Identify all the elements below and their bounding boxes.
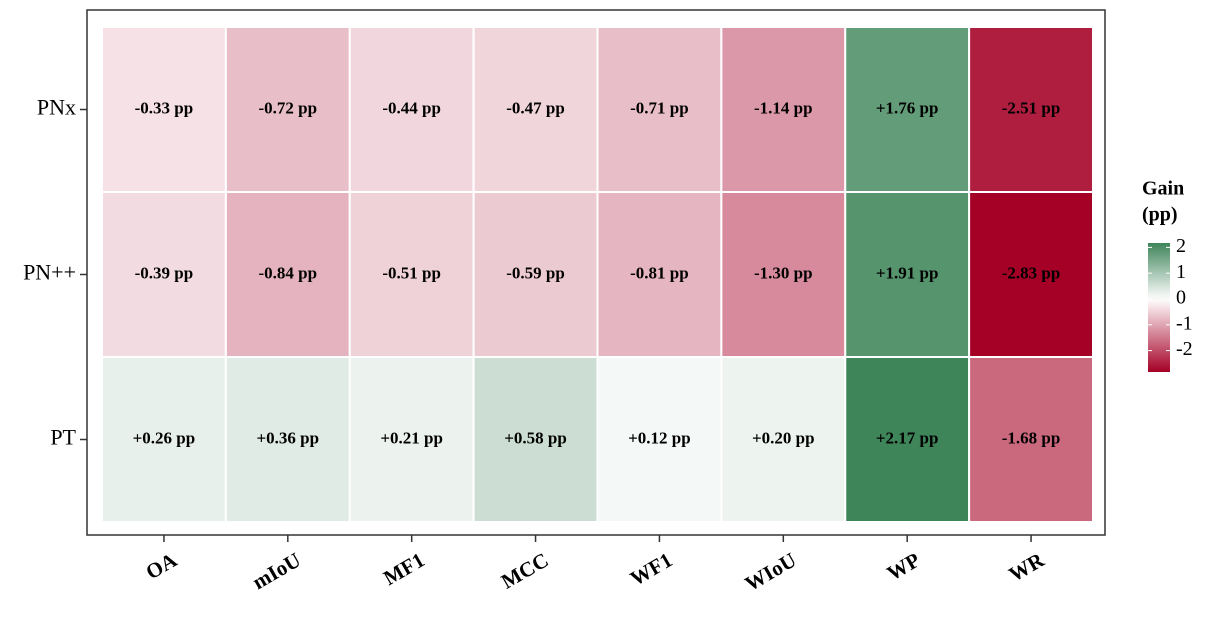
- cell-label: -0.44 pp: [382, 98, 441, 117]
- cell-label: -0.51 pp: [382, 263, 441, 282]
- row-label: PT: [50, 425, 76, 450]
- cell: [101, 356, 227, 523]
- col-label: WIoU: [741, 548, 800, 596]
- legend-tick-label: 0: [1176, 287, 1186, 309]
- cell-label: +0.20 pp: [752, 428, 815, 447]
- cell-label: -2.83 pp: [1002, 263, 1061, 282]
- cell-label: -1.14 pp: [754, 98, 813, 117]
- colorbar: [1148, 243, 1170, 372]
- cell-label: +1.91 pp: [876, 263, 939, 282]
- legend-tick-label: 2: [1176, 235, 1186, 257]
- cell-label: -1.30 pp: [754, 263, 813, 282]
- cell-label: +0.58 pp: [504, 428, 567, 447]
- col-label: MCC: [497, 548, 552, 594]
- cell: [968, 191, 1094, 358]
- col-label: mIoU: [248, 548, 304, 594]
- cell: [596, 26, 723, 193]
- col-label: MF1: [379, 548, 428, 590]
- legend-tick-label: 1: [1176, 261, 1186, 283]
- cell: [224, 356, 351, 523]
- cell-label: +2.17 pp: [876, 428, 939, 447]
- cell: [720, 356, 847, 523]
- cell-label: -0.33 pp: [135, 98, 194, 117]
- cell: [720, 191, 847, 358]
- col-label: WP: [883, 548, 924, 586]
- cell: [968, 356, 1094, 523]
- cell: [348, 356, 475, 523]
- cell-label: +1.76 pp: [876, 98, 939, 117]
- cell-label: -0.72 pp: [259, 98, 318, 117]
- cell: [844, 356, 971, 523]
- cell-label: +0.26 pp: [133, 428, 196, 447]
- cell-label: -0.47 pp: [506, 98, 565, 117]
- cell-label: -0.71 pp: [630, 98, 689, 117]
- cell: [472, 191, 599, 358]
- cell-label: -2.51 pp: [1002, 98, 1061, 117]
- col-label: WR: [1005, 547, 1049, 586]
- cell-label: -0.59 pp: [506, 263, 565, 282]
- legend-title: Gain: [1142, 178, 1184, 200]
- cell-label: -0.84 pp: [259, 263, 318, 282]
- cell-label: +0.12 pp: [628, 428, 691, 447]
- cell-label: +0.36 pp: [257, 428, 320, 447]
- col-label: OA: [142, 547, 182, 584]
- cell-label: +0.21 pp: [380, 428, 443, 447]
- cell: [472, 356, 599, 523]
- cell: [224, 191, 351, 358]
- cell: [596, 191, 723, 358]
- col-label: WF1: [626, 548, 676, 591]
- legend-tick-label: -1: [1176, 312, 1193, 334]
- cell-label: -0.39 pp: [135, 263, 194, 282]
- cell: [101, 191, 227, 358]
- cell-label: -1.68 pp: [1002, 428, 1061, 447]
- row-label: PNx: [37, 95, 76, 120]
- legend-title: (pp): [1142, 204, 1178, 226]
- cell: [968, 26, 1094, 193]
- cell-label: -0.81 pp: [630, 263, 689, 282]
- cell: [596, 356, 723, 523]
- cell: [101, 26, 227, 193]
- legend-tick-label: -2: [1176, 338, 1193, 360]
- cell: [844, 191, 971, 358]
- cell: [348, 191, 475, 358]
- row-label: PN++: [23, 260, 76, 285]
